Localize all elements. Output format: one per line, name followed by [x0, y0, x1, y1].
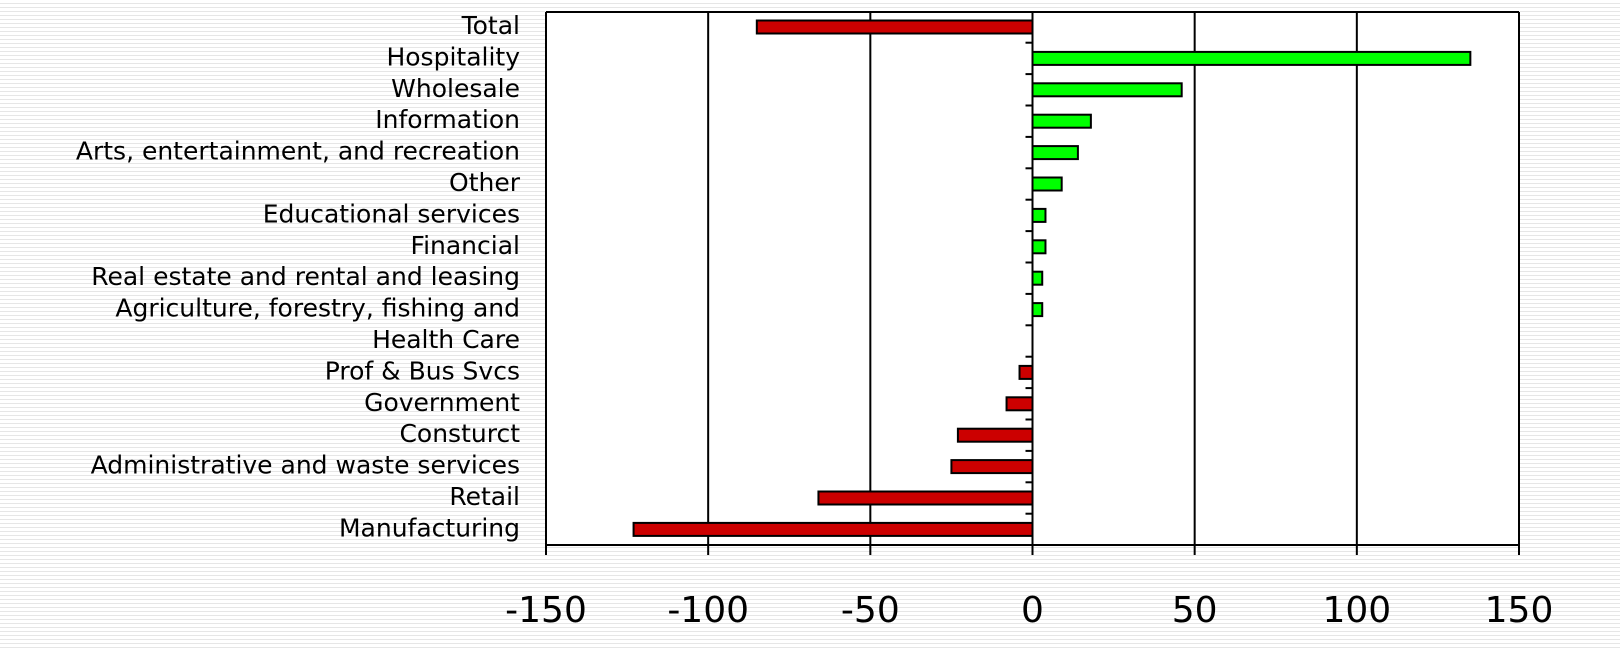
bars: [632, 19, 1472, 537]
bar: [1031, 239, 1047, 255]
category-label: Manufacturing: [339, 513, 520, 542]
x-tick-label: -100: [667, 590, 749, 631]
bar: [1018, 364, 1034, 380]
axes: [545, 11, 1520, 555]
bar: [956, 427, 1034, 443]
x-tick-label: 0: [1021, 590, 1044, 631]
bar: [1031, 113, 1092, 129]
bar: [632, 521, 1034, 537]
bar: [1031, 270, 1044, 286]
bar: [950, 459, 1034, 475]
gridlines: [707, 12, 1358, 545]
category-label: Prof & Bus Svcs: [325, 356, 520, 385]
x-tick-label: -50: [841, 590, 900, 631]
category-label: Government: [364, 388, 520, 417]
category-label: Administrative and waste services: [91, 451, 520, 480]
category-label: Total: [461, 11, 520, 40]
category-label: Wholesale: [391, 74, 520, 103]
category-label: Retail: [449, 482, 520, 511]
bar: [755, 19, 1034, 35]
category-label: Other: [449, 168, 521, 197]
x-tick-label: 100: [1322, 590, 1391, 631]
tick-labels: -150 -100 -50 0 50 100 150: [505, 590, 1553, 631]
x-tick-label: -150: [505, 590, 587, 631]
category-label: Financial: [411, 231, 520, 260]
category-label: Educational services: [263, 199, 520, 228]
category-label: Information: [375, 105, 520, 134]
bar: [1031, 207, 1047, 223]
bar: [1031, 82, 1183, 98]
bar: [1031, 145, 1079, 161]
category-label: Agriculture, forestry, fishing and: [115, 294, 520, 323]
category-label: Hospitality: [386, 42, 520, 71]
category-label: Real estate and rental and leasing: [91, 262, 520, 291]
category-label: Consturct: [399, 419, 520, 448]
category-label: Health Care: [372, 325, 520, 354]
x-tick-label: 50: [1172, 590, 1218, 631]
bar: [1005, 396, 1034, 412]
category-label: Arts, entertainment, and recreation: [76, 137, 520, 166]
bar: [817, 490, 1034, 506]
bar: [1031, 50, 1472, 66]
bar: [1031, 302, 1044, 318]
x-tick-label: 150: [1485, 590, 1554, 631]
bar: [1031, 176, 1063, 192]
